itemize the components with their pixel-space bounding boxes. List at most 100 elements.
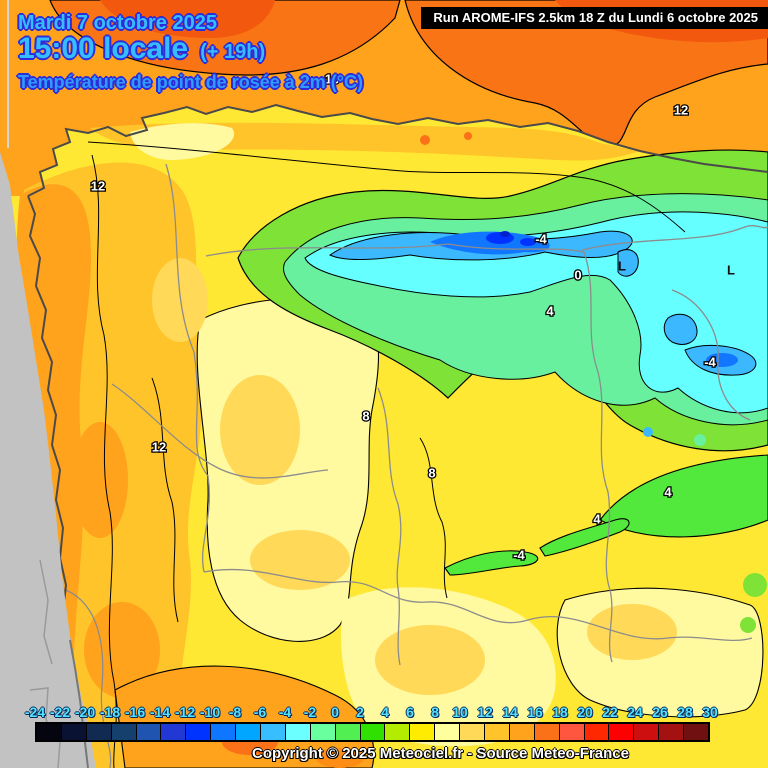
border: [205, 243, 585, 257]
scale-cell: [509, 724, 535, 740]
model-run-banner: Run AROME-IFS 2.5km 18 Z du Lundi 6 octo…: [421, 7, 768, 29]
scale-cell: [61, 724, 87, 740]
border: [203, 568, 753, 641]
time-row: 15:00 locale (+ 19h): [18, 34, 265, 64]
green-bit-edge: [740, 617, 756, 633]
scale-cell: [684, 724, 709, 740]
contour-label: 0: [574, 267, 581, 282]
border: [581, 225, 768, 251]
color-scale-bar: [35, 722, 710, 742]
scale-cell: [410, 724, 436, 740]
coastal-warm-spot: [464, 132, 472, 140]
border: [165, 163, 211, 573]
scale-cell: [609, 724, 635, 740]
scale-cell: [236, 724, 262, 740]
scale-cell: [335, 724, 361, 740]
scale-tick-label: -22: [49, 704, 71, 720]
coastal-warm-spot: [420, 135, 430, 145]
scale-tick-label: 8: [431, 704, 439, 720]
scale-tick-label: 6: [406, 704, 414, 720]
scale-cell: [485, 724, 510, 740]
scale-tick-label: 10: [452, 704, 468, 720]
pale-sliver-nw: [130, 123, 235, 161]
contour-label: 4: [593, 511, 601, 526]
border: [583, 251, 613, 663]
scale-cell: [186, 724, 212, 740]
scale-tick-label: 18: [552, 704, 568, 720]
contour-label: -4: [535, 231, 547, 246]
scale-tick-label: -16: [124, 704, 146, 720]
contour-label: 16: [325, 71, 339, 86]
scale-tick-label: -4: [278, 704, 292, 720]
contour-label: -4: [513, 547, 525, 562]
contour-label: 4: [664, 484, 672, 499]
contour-label: -4: [704, 354, 716, 369]
contour-label: 8: [428, 465, 435, 480]
scale-cell: [285, 724, 311, 740]
royal-spot: [520, 238, 536, 246]
scale-tick-label: 22: [602, 704, 618, 720]
sand-patch: [375, 625, 485, 695]
scale-cell: [634, 724, 660, 740]
scale-tick-label: 26: [652, 704, 668, 720]
contour-8-east: [419, 437, 448, 599]
navy-spot: [500, 231, 510, 237]
scale-cell: [111, 724, 137, 740]
cold-dot: [643, 427, 653, 437]
copyright-label: Copyright © 2025 Meteociel.fr - Source M…: [252, 745, 629, 762]
scale-tick-label: -24: [24, 704, 46, 720]
scale-tick-label: -12: [174, 704, 196, 720]
domain-edge-gray: [0, 152, 96, 768]
scale-cell: [534, 724, 560, 740]
admin-borders: [59, 163, 768, 768]
sand-patch: [587, 604, 677, 660]
green-bit-edge: [743, 573, 767, 597]
sand-patch: [250, 530, 350, 590]
border: [111, 383, 329, 479]
scale-cell: [211, 724, 237, 740]
scale-tick-label: 14: [502, 704, 518, 720]
contour-label: 4: [546, 303, 554, 318]
contour-label: 12: [91, 178, 105, 193]
scale-cell: [659, 724, 685, 740]
parameter-label: Température de point de rosée à 2m (°C): [18, 72, 363, 92]
scale-cell: [360, 724, 386, 740]
coast-in-gray: [69, 639, 89, 768]
contour-label: L: [618, 258, 626, 273]
land-orange-bottom-strip: [114, 665, 375, 768]
scale-tick-label: 16: [527, 704, 543, 720]
scale-tick-label: 28: [677, 704, 693, 720]
cold-band-layer: [237, 149, 768, 633]
contour-12-inner: [151, 377, 179, 623]
coast-west: [27, 195, 71, 641]
scale-tick-label: 0: [331, 704, 339, 720]
border: [671, 289, 751, 421]
scale-cell: [584, 724, 610, 740]
scale-tick-label: 12: [477, 704, 493, 720]
contour-label: 12: [674, 102, 688, 117]
scale-tick-label: -10: [199, 704, 221, 720]
scale-cell: [161, 724, 187, 740]
contour-12-west: [91, 154, 117, 768]
scale-cell: [136, 724, 162, 740]
scale-cell: [310, 724, 336, 740]
scale-cell: [86, 724, 112, 740]
scale-tick-label: -8: [228, 704, 242, 720]
blue-inner-east: [706, 353, 738, 367]
contour-labels: 16 12 12 -4 L L 0 4 -4 8 12 8 4 4 -4: [89, 70, 735, 564]
scale-cell: [261, 724, 286, 740]
green-iberian-snake: [444, 550, 539, 576]
sea-hot-blob-topcenter: [100, 0, 275, 38]
valid-time-label: 15:00 locale: [18, 32, 189, 65]
sand-patch: [220, 375, 300, 485]
contour-label: L: [727, 262, 735, 277]
border: [377, 387, 402, 666]
out-of-domain-layer: [0, 0, 96, 768]
scale-tick-label: -14: [149, 704, 171, 720]
scale-tick-label: 4: [381, 704, 389, 720]
scale-tick-label: -18: [99, 704, 121, 720]
scale-tick-label: -2: [303, 704, 317, 720]
contour-14-coastal: [87, 141, 686, 233]
scale-tick-label: -6: [253, 704, 267, 720]
